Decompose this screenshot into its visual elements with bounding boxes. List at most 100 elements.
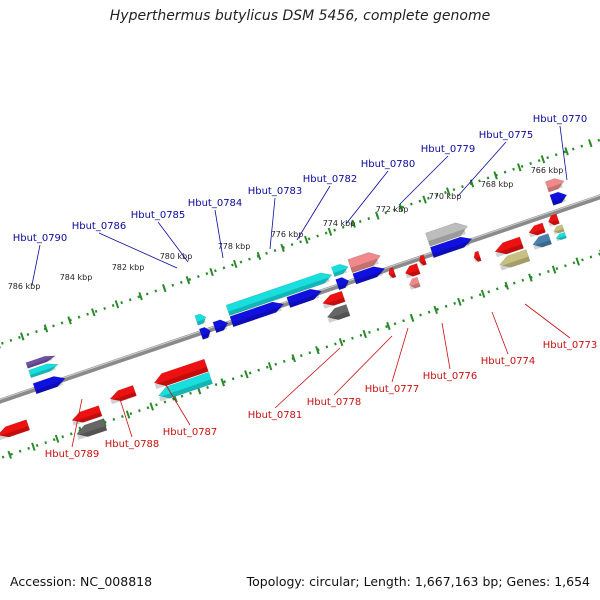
tick-mark-bottom — [315, 346, 320, 355]
tick-mark-bottom — [149, 402, 154, 411]
gene-feature-shade — [323, 297, 346, 309]
gene-feature-shade — [337, 282, 349, 290]
gene-feature — [408, 276, 421, 289]
gene-feature — [76, 418, 108, 437]
tick-mark-top — [91, 308, 96, 317]
gene-feature-shade — [215, 325, 228, 333]
gene-feature — [71, 405, 103, 423]
tick-mark-top — [540, 155, 546, 164]
leader-line-top — [296, 185, 331, 241]
gene-label-top: Hbut_0782 — [303, 174, 358, 185]
leader-line-bottom — [117, 392, 133, 438]
tick-mark-bottom — [54, 434, 60, 443]
gene-label-bottom: Hbut_0777 — [365, 384, 420, 395]
tick-mark-top — [422, 195, 427, 204]
gene-feature-shade — [288, 293, 320, 308]
gene-feature-shade — [552, 197, 566, 206]
gene-feature-shade — [232, 306, 282, 327]
tick-label: 786 kbp — [8, 282, 41, 291]
tick-mark-bottom — [480, 289, 486, 298]
leader-line-bottom — [491, 311, 509, 355]
tick-mark-top — [114, 300, 120, 309]
gene-feature — [429, 236, 473, 259]
tick-mark-top — [209, 267, 214, 277]
gene-feature-shade — [419, 260, 427, 267]
gene-feature — [286, 288, 323, 308]
gene-feature-shade — [409, 282, 421, 290]
gene-feature-shade — [548, 219, 560, 227]
gene-feature-shade — [350, 258, 379, 273]
tick-mark-bottom — [338, 337, 344, 347]
gene-feature-shade — [0, 426, 30, 441]
tick-label: 772 kbp — [376, 205, 409, 214]
gene-feature — [212, 319, 229, 334]
tick-mark-bottom — [31, 442, 36, 451]
tick-mark-top — [398, 203, 404, 212]
tick-mark-bottom — [551, 265, 557, 274]
gene-feature — [225, 272, 333, 316]
gene-feature-shade — [77, 425, 107, 440]
gene-label-bottom: Hbut_0787 — [163, 427, 218, 438]
tick-label: 782 kbp — [112, 263, 145, 272]
tick-label: 778 kbp — [218, 242, 251, 251]
gene-feature — [109, 385, 137, 402]
gene-label-bottom: Hbut_0788 — [105, 439, 160, 450]
gene-feature — [544, 178, 565, 193]
tick-mark-top — [564, 147, 569, 156]
tick-mark-top — [43, 324, 49, 333]
tick-mark-top — [588, 139, 593, 148]
map-title: Hyperthermus butylicus DSM 5456, complet… — [109, 8, 491, 24]
leader-line-top — [157, 221, 189, 263]
tick-mark-bottom — [267, 362, 273, 371]
leader-line-top — [269, 197, 276, 250]
gene-label-bottom: Hbut_0776 — [423, 371, 478, 382]
tick-mark-bottom — [291, 354, 296, 363]
leader-line-top — [98, 232, 178, 269]
leader-line-bottom — [71, 398, 83, 448]
leader-line-top — [399, 155, 449, 205]
tick-mark-bottom — [386, 321, 391, 331]
tick-mark-top — [304, 235, 309, 244]
gene-feature — [0, 419, 31, 438]
gene-feature — [499, 249, 531, 268]
gene-feature — [326, 304, 351, 321]
tick-mark-top — [233, 259, 238, 269]
tick-label: 774 kbp — [323, 219, 356, 228]
gene-feature-shade — [35, 381, 63, 394]
gene-feature — [153, 358, 209, 387]
gene-feature — [553, 224, 565, 234]
gene-feature — [549, 191, 568, 206]
tick-mark-top — [327, 227, 333, 236]
tick-mark-bottom — [220, 378, 225, 387]
gene-label-bottom: Hbut_0774 — [481, 356, 536, 367]
gene-feature-shade — [553, 228, 565, 235]
gene-label-bottom: Hbut_0781 — [248, 410, 303, 421]
gene-feature — [194, 313, 207, 326]
gene-label-top: Hbut_0785 — [131, 210, 186, 221]
leader-line-bottom — [441, 322, 451, 370]
gene-feature-shade — [556, 235, 567, 242]
gene-feature-shade — [500, 256, 530, 271]
tick-mark-bottom — [244, 370, 249, 379]
tick-mark-bottom — [7, 450, 12, 459]
tick-mark-bottom — [457, 297, 462, 306]
gene-feature — [229, 301, 285, 328]
tick-mark-top — [375, 211, 380, 220]
gene-feature-shade — [428, 229, 466, 247]
gene-feature — [352, 266, 386, 285]
gene-feature-shade — [529, 228, 546, 238]
gene-feature — [528, 222, 546, 236]
gene-label-top: Hbut_0790 — [13, 233, 68, 244]
tick-label: 776 kbp — [271, 230, 304, 239]
gene-feature-shade — [495, 244, 524, 258]
gene-feature-shade — [333, 268, 348, 277]
leader-line-bottom — [524, 303, 571, 339]
gene-feature — [198, 326, 211, 340]
gene-feature — [331, 263, 349, 277]
gene-label-bottom: Hbut_0773 — [543, 340, 598, 351]
gene-feature — [25, 355, 57, 369]
gene-feature — [347, 252, 381, 274]
gene-label-top: Hbut_0780 — [361, 159, 416, 170]
gene-label-top: Hbut_0775 — [479, 130, 534, 141]
